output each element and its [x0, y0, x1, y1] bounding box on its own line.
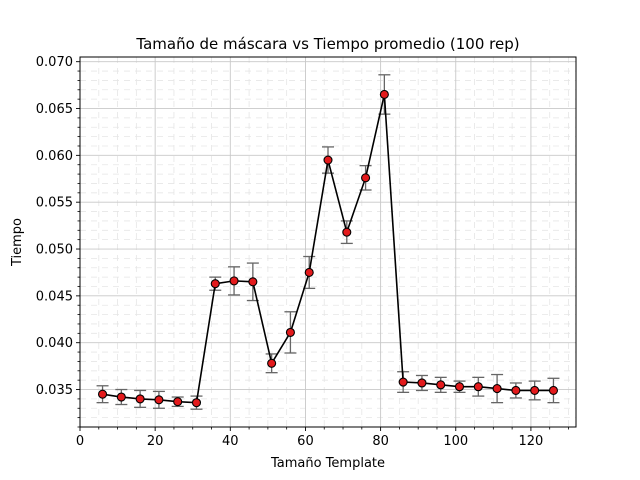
- plot-area: 0 20 40 60 80 100 120 0.035 0.040 0.045 0.050 0.055…: [36, 55, 577, 449]
- x-tick-label: 60: [297, 434, 314, 449]
- x-tick-label: 0: [76, 434, 84, 449]
- data-point: [417, 378, 427, 388]
- y-tick-label: 0.045: [36, 289, 73, 304]
- chart-title: Tamaño de máscara vs Tiempo promedio (10…: [135, 35, 519, 53]
- y-tick-label: 0.055: [36, 196, 73, 211]
- data-point: [304, 267, 314, 277]
- data-point: [248, 277, 258, 287]
- data-point: [267, 358, 277, 368]
- data-point: [492, 384, 502, 394]
- x-tick-label: 80: [372, 434, 389, 449]
- y-axis-label: Tiempo: [10, 218, 25, 267]
- data-point: [97, 389, 108, 399]
- data-point: [436, 380, 446, 390]
- data-point: [154, 395, 164, 405]
- y-tick-label: 0.035: [36, 383, 73, 398]
- data-point: [379, 89, 389, 100]
- axes-frame: [79, 56, 577, 428]
- x-axis-label: Tamaño Template: [270, 456, 385, 471]
- data-point: [285, 327, 295, 337]
- data-point: [548, 385, 559, 396]
- y-tick-label: 0.060: [36, 149, 73, 164]
- y-tick-label: 0.040: [36, 336, 73, 351]
- data-point: [473, 382, 483, 392]
- x-tick-label: 40: [222, 434, 239, 449]
- data-point: [229, 276, 239, 286]
- data-point: [323, 155, 333, 165]
- data-point: [173, 397, 183, 407]
- data-point: [191, 398, 202, 408]
- data-point: [210, 279, 220, 289]
- x-tick-label: 100: [443, 434, 468, 449]
- x-tick-label: 120: [518, 434, 543, 449]
- data-point: [511, 385, 521, 396]
- y-tick-label: 0.070: [36, 55, 73, 70]
- data-point: [530, 385, 540, 396]
- data-point: [342, 227, 352, 237]
- series-line: [102, 94, 554, 404]
- x-tick-label: 20: [147, 434, 164, 449]
- data-point: [116, 392, 126, 402]
- data-point: [361, 173, 371, 183]
- y-tick-label: 0.065: [36, 102, 73, 117]
- data-point: [398, 377, 408, 387]
- data-point: [454, 382, 465, 392]
- data-point: [135, 394, 145, 404]
- y-tick-label: 0.050: [36, 243, 73, 258]
